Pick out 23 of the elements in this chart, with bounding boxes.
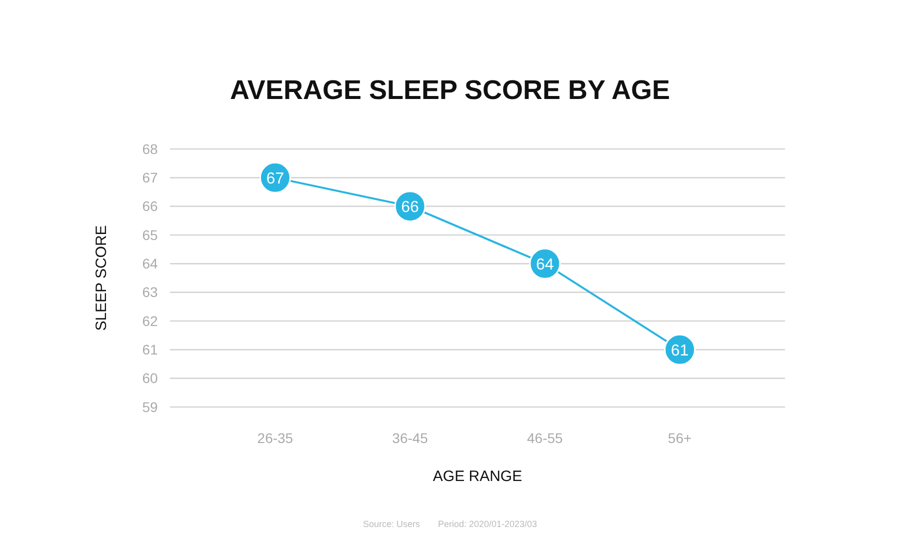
- y-tick-label: 66: [142, 198, 158, 214]
- source-note: Source: Users: [362, 519, 420, 529]
- data-label: 61: [670, 342, 689, 360]
- x-axis-title: AGE RANGE: [432, 468, 522, 485]
- y-tick-label: 61: [142, 342, 158, 358]
- x-tick-label: 26-35: [257, 430, 294, 446]
- x-tick-label: 36-45: [392, 430, 428, 446]
- data-label: 64: [536, 256, 554, 274]
- x-tick-label: 56+: [668, 430, 692, 446]
- data-label: 66: [401, 198, 420, 216]
- text: Period: 2020/01-2023/03: [438, 519, 538, 529]
- y-tick-label: 60: [142, 370, 158, 386]
- data-label: 67: [266, 170, 284, 188]
- y-tick-label: 62: [142, 312, 158, 329]
- y-tick-label: 67: [142, 170, 158, 186]
- chart-title: AVERAGE SLEEP SCORE BY AGE: [230, 75, 670, 105]
- y-tick-label: 59: [142, 398, 158, 415]
- y-tick-label: 63: [142, 284, 158, 300]
- y-tick-label: 68: [142, 140, 158, 157]
- x-tick-label: 46-55: [527, 430, 564, 446]
- y-tick-label: 64: [142, 256, 158, 272]
- y-tick-label: 65: [142, 226, 158, 243]
- y-axis-title: SLEEP SCORE: [93, 225, 110, 331]
